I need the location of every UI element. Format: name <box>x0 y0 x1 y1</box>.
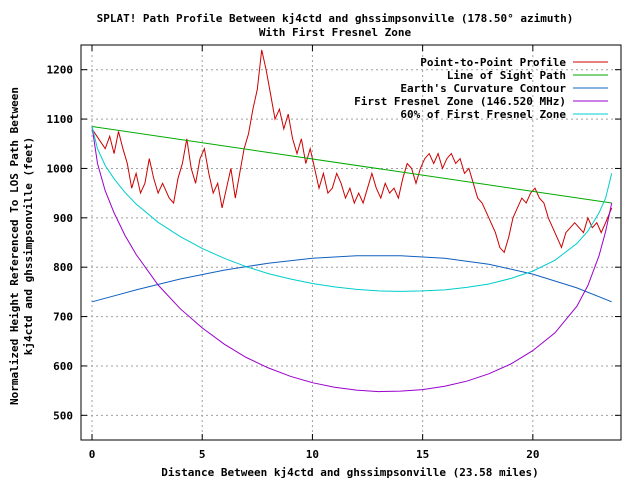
x-tick-label: 10 <box>306 448 319 461</box>
y-axis-label-line1: Normalized Height Referenced To LOS Path… <box>8 87 21 405</box>
legend-label-4: 60% of First Fresnel Zone <box>400 108 566 121</box>
legend-label-0: Point-to-Point Profile <box>420 56 566 69</box>
y-tick-label: 1200 <box>47 64 74 77</box>
x-axis-label: Distance Between kj4ctd and ghssimpsonvi… <box>161 466 539 479</box>
grid <box>81 45 621 440</box>
y-tick-label: 600 <box>53 360 73 373</box>
y-tick-label: 1000 <box>47 162 74 175</box>
series-line-2 <box>91 255 612 303</box>
x-tick-label: 15 <box>416 448 429 461</box>
series-line-4 <box>91 126 613 292</box>
x-tick-label: 0 <box>89 448 96 461</box>
y-axis-label-line2: kj4ctd and ghssimpsonville (feet) <box>22 137 35 356</box>
plot-frame <box>80 44 622 441</box>
series-line-3 <box>91 126 613 393</box>
chart-title-line1: SPLAT! Path Profile Between kj4ctd and g… <box>97 12 574 25</box>
axis-ticks: 0 5 10 15 20 500 600 700 800 900 1000 1100 1200 <box>47 45 621 461</box>
x-tick-label: 20 <box>526 448 539 461</box>
chart-title-line2: With First Fresnel Zone <box>259 26 412 39</box>
series-line-1 <box>91 126 612 204</box>
y-tick-label: 500 <box>53 409 73 422</box>
y-tick-label: 900 <box>53 212 73 225</box>
legend-label-1: Line of Sight Path <box>447 69 566 82</box>
series-line-0 <box>91 49 613 254</box>
y-tick-label: 1100 <box>47 113 74 126</box>
y-tick-label: 700 <box>53 311 73 324</box>
y-tick-label: 800 <box>53 261 73 274</box>
legend-label-2: Earth's Curvature Contour <box>400 82 566 95</box>
x-tick-label: 5 <box>199 448 206 461</box>
series-lines <box>91 49 613 393</box>
legend-label-3: First Fresnel Zone (146.520 MHz) <box>354 95 566 108</box>
